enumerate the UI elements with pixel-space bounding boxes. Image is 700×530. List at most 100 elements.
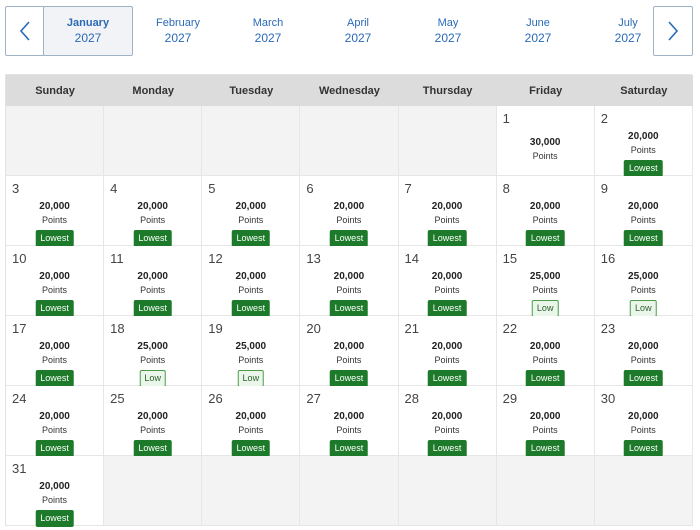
weekday-header-monday: Monday — [104, 75, 203, 106]
price-badge: Lowest — [427, 440, 467, 457]
points-label: Points — [532, 425, 558, 435]
price-badge: Lowest — [329, 440, 369, 457]
points-label: Points — [42, 425, 68, 435]
day-number: 9 — [600, 181, 608, 196]
month-tab-june[interactable]: June 2027 — [493, 6, 583, 56]
day-cell-31[interactable]: 31 20,000 Points Lowest — [6, 456, 105, 527]
points-value: 20,000 — [628, 131, 659, 142]
price-badge: Lowest — [329, 300, 369, 317]
points-value: 20,000 — [39, 341, 70, 352]
points-label: Points — [42, 355, 68, 365]
day-cell-17[interactable]: 17 20,000 Points Lowest — [6, 316, 105, 387]
points-value: 20,000 — [333, 201, 365, 212]
points-calendar: Sunday Monday Tuesday Wednesday Thursday Frid… — [5, 74, 693, 527]
empty-day-cell — [300, 106, 399, 176]
empty-day-cell — [496, 456, 595, 526]
day-cell-18[interactable]: 18 25,000 Points Low — [104, 316, 203, 387]
day-cell-27[interactable]: 27 20,000 Points Lowest — [300, 386, 399, 457]
day-number: 31 — [12, 461, 27, 476]
month-year: 2027 — [614, 31, 642, 45]
day-cell-13[interactable]: 13 20,000 Points Lowest — [300, 246, 399, 317]
day-number: 28 — [404, 391, 419, 406]
day-number: 20 — [306, 321, 321, 336]
day-cell-21[interactable]: 21 20,000 Points Lowest — [398, 316, 497, 387]
month-tab-january[interactable]: January 2027 — [43, 6, 133, 56]
day-cell-15[interactable]: 15 25,000 Points Low — [496, 246, 595, 317]
day-cell-20[interactable]: 20 20,000 Points Lowest — [300, 316, 399, 387]
day-cell-22[interactable]: 22 20,000 Points Lowest — [496, 316, 595, 387]
day-cell-26[interactable]: 26 20,000 Points Lowest — [202, 386, 301, 457]
day-number: 24 — [12, 391, 27, 406]
day-cell-3[interactable]: 3 20,000 Points Lowest — [6, 176, 105, 247]
month-tab-february[interactable]: February 2027 — [133, 6, 223, 56]
day-cell-10[interactable]: 10 20,000 Points Lowest — [6, 246, 105, 317]
points-value: 20,000 — [137, 271, 168, 282]
month-name: February — [155, 17, 201, 29]
month-tab-may[interactable]: May 2027 — [403, 6, 493, 56]
points-label: Points — [630, 425, 656, 435]
points-label: Points — [238, 285, 264, 295]
points-value: 20,000 — [235, 271, 267, 282]
points-label: Points — [434, 285, 460, 295]
price-badge: Lowest — [133, 300, 172, 317]
day-number: 2 — [600, 111, 608, 126]
day-cell-16[interactable]: 16 25,000 Points Low — [594, 246, 693, 317]
day-cell-11[interactable]: 11 20,000 Points Lowest — [104, 246, 203, 317]
day-cell-12[interactable]: 12 20,000 Points Lowest — [202, 246, 301, 317]
points-label: Points — [630, 215, 656, 225]
price-badge: Lowest — [35, 230, 74, 247]
day-number: 23 — [600, 321, 616, 336]
price-badge: Lowest — [231, 440, 271, 457]
month-tab-march[interactable]: March 2027 — [223, 6, 313, 56]
day-cell-5[interactable]: 5 20,000 Points Lowest — [202, 176, 301, 247]
points-value: 20,000 — [628, 201, 659, 212]
previous-month-button[interactable] — [5, 6, 45, 56]
price-badge: Low — [531, 300, 559, 317]
points-value: 25,000 — [529, 271, 561, 282]
points-label: Points — [630, 355, 656, 365]
day-cell-7[interactable]: 7 20,000 Points Lowest — [398, 176, 497, 247]
day-cell-19[interactable]: 19 25,000 Points Low — [202, 316, 301, 387]
points-label: Points — [336, 215, 362, 225]
day-number: 18 — [110, 321, 125, 336]
chevron-left-icon — [19, 21, 30, 41]
day-cell-1[interactable]: 1 30,000 Points — [496, 106, 595, 176]
price-badge: Lowest — [427, 370, 467, 387]
day-cell-2[interactable]: 2 20,000 Points Lowest — [594, 106, 693, 177]
day-cell-23[interactable]: 23 20,000 Points Lowest — [594, 316, 693, 387]
empty-day-cell — [398, 456, 497, 526]
month-tab-july[interactable]: July 2027 — [583, 6, 673, 56]
price-badge: Lowest — [35, 510, 74, 527]
price-badge: Lowest — [329, 230, 369, 247]
points-label: Points — [336, 285, 362, 295]
day-cell-30[interactable]: 30 20,000 Points Lowest — [594, 386, 693, 457]
day-cell-4[interactable]: 4 20,000 Points Lowest — [104, 176, 203, 247]
points-value: 25,000 — [628, 271, 659, 282]
day-cell-14[interactable]: 14 20,000 Points Lowest — [398, 246, 497, 317]
points-label: Points — [336, 355, 362, 365]
points-value: 20,000 — [431, 271, 463, 282]
day-cell-28[interactable]: 28 20,000 Points Lowest — [398, 386, 497, 457]
month-tab-april[interactable]: April 2027 — [313, 6, 403, 56]
day-number: 21 — [404, 321, 419, 336]
day-cell-25[interactable]: 25 20,000 Points Lowest — [104, 386, 203, 457]
month-year: 2027 — [524, 31, 552, 45]
points-value: 20,000 — [628, 411, 659, 422]
price-badge: Lowest — [133, 230, 172, 247]
weekday-header-thursday: Thursday — [398, 75, 497, 106]
points-label: Points — [532, 215, 558, 225]
points-value: 20,000 — [39, 481, 70, 492]
weekday-header-saturday: Saturday — [594, 75, 693, 106]
day-cell-9[interactable]: 9 20,000 Points Lowest — [594, 176, 693, 247]
day-number: 5 — [208, 181, 216, 196]
day-number: 27 — [306, 391, 321, 406]
next-month-button[interactable] — [653, 6, 693, 56]
points-label: Points — [532, 151, 558, 161]
day-cell-8[interactable]: 8 20,000 Points Lowest — [496, 176, 595, 247]
day-cell-24[interactable]: 24 20,000 Points Lowest — [6, 386, 105, 457]
day-cell-6[interactable]: 6 20,000 Points Lowest — [300, 176, 399, 247]
day-number: 25 — [110, 391, 125, 406]
points-label: Points — [630, 285, 656, 295]
points-label: Points — [42, 495, 68, 505]
day-cell-29[interactable]: 29 20,000 Points Lowest — [496, 386, 595, 457]
